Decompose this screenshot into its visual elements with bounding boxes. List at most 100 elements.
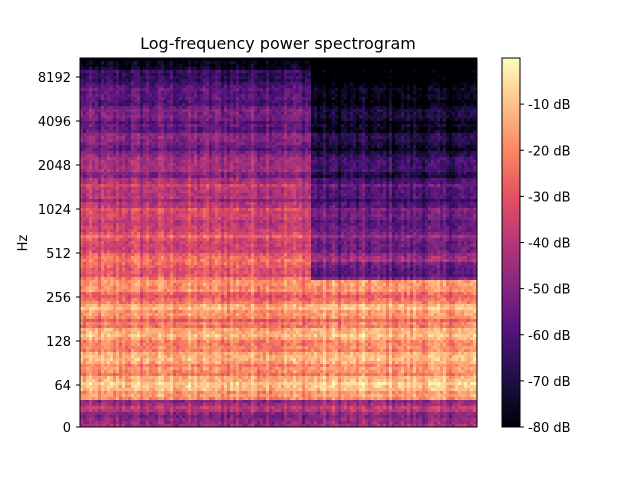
heatmap-cell [326,160,329,163]
heatmap-cell [110,100,113,103]
heatmap-cell [320,106,323,109]
heatmap-cell [443,112,446,115]
heatmap-cell [407,61,410,64]
heatmap-cell [257,109,260,112]
heatmap-cell [443,154,446,157]
heatmap-cell [254,85,257,88]
heatmap-cell [398,112,401,115]
heatmap-cell [431,154,434,157]
heatmap-cell [245,124,248,127]
heatmap-cell [194,100,197,103]
heatmap-cell [128,73,131,76]
heatmap-cell [302,97,305,100]
heatmap-cell [110,61,113,64]
heatmap-cell [320,67,323,70]
heatmap-cell [404,82,407,85]
heatmap-cell [440,109,443,112]
heatmap-cell [308,73,311,76]
heatmap-cell [242,58,245,61]
heatmap-cell [323,139,326,142]
heatmap-cell [344,127,347,130]
heatmap-cell [188,79,191,82]
heatmap-cell [275,142,278,145]
heatmap-cell [209,79,212,82]
heatmap-cell [356,133,359,136]
heatmap-cell [83,64,86,67]
heatmap-cell [395,151,398,154]
heatmap-cell [473,166,476,169]
heatmap-cell [458,142,461,145]
heatmap-cell [308,112,311,115]
heatmap-cell [203,118,206,121]
heatmap-cell [272,136,275,139]
heatmap-cell [326,130,329,133]
heatmap-cell [431,70,434,73]
heatmap-cell [329,85,332,88]
heatmap-cell [185,73,188,76]
heatmap-cell [350,133,353,136]
heatmap-cell [143,160,146,163]
heatmap-cell [452,127,455,130]
heatmap-cell [413,142,416,145]
heatmap-cell [362,139,365,142]
heatmap-cell [365,76,368,79]
heatmap-cell [290,139,293,142]
heatmap-cell [473,76,476,79]
heatmap-cell [380,88,383,91]
heatmap-cell [461,157,464,160]
heatmap-cell [257,169,260,172]
heatmap-cell [341,82,344,85]
heatmap-cell [260,70,263,73]
heatmap-cell [446,145,449,148]
heatmap-cell [113,115,116,118]
heatmap-cell [233,79,236,82]
heatmap-cell [218,139,221,142]
heatmap-cell [317,157,320,160]
heatmap-cell [242,79,245,82]
heatmap-cell [281,151,284,154]
heatmap-cell [365,145,368,148]
heatmap-cell [224,73,227,76]
heatmap-cell [143,166,146,169]
heatmap-cell [197,103,200,106]
heatmap-cell [155,82,158,85]
heatmap-cell [200,130,203,133]
heatmap-cell [158,157,161,160]
heatmap-cell [365,121,368,124]
heatmap-cell [158,79,161,82]
heatmap-cell [179,67,182,70]
heatmap-cell [341,124,344,127]
heatmap-cell [101,148,104,151]
heatmap-cell [293,112,296,115]
heatmap-cell [344,112,347,115]
heatmap-cell [428,79,431,82]
heatmap-cell [110,85,113,88]
heatmap-cell [248,151,251,154]
heatmap-cell [374,94,377,97]
heatmap-cell [185,112,188,115]
heatmap-cell [176,97,179,100]
heatmap-cell [128,142,131,145]
heatmap-cell [329,67,332,70]
heatmap-cell [341,121,344,124]
heatmap-cell [239,169,242,172]
heatmap-cell [107,88,110,91]
heatmap-cell [113,142,116,145]
heatmap-cell [377,121,380,124]
heatmap-cell [458,61,461,64]
heatmap-cell [305,58,308,61]
heatmap-cell [362,76,365,79]
heatmap-cell [206,145,209,148]
heatmap-cell [320,91,323,94]
heatmap-cell [149,73,152,76]
heatmap-cell [281,160,284,163]
heatmap-cell [377,91,380,94]
heatmap-cell [473,163,476,166]
heatmap-cell [389,91,392,94]
heatmap-cell [281,124,284,127]
heatmap-cell [464,136,467,139]
heatmap-cell [143,112,146,115]
heatmap-cell [395,166,398,169]
heatmap-cell [233,115,236,118]
heatmap-cell [422,58,425,61]
